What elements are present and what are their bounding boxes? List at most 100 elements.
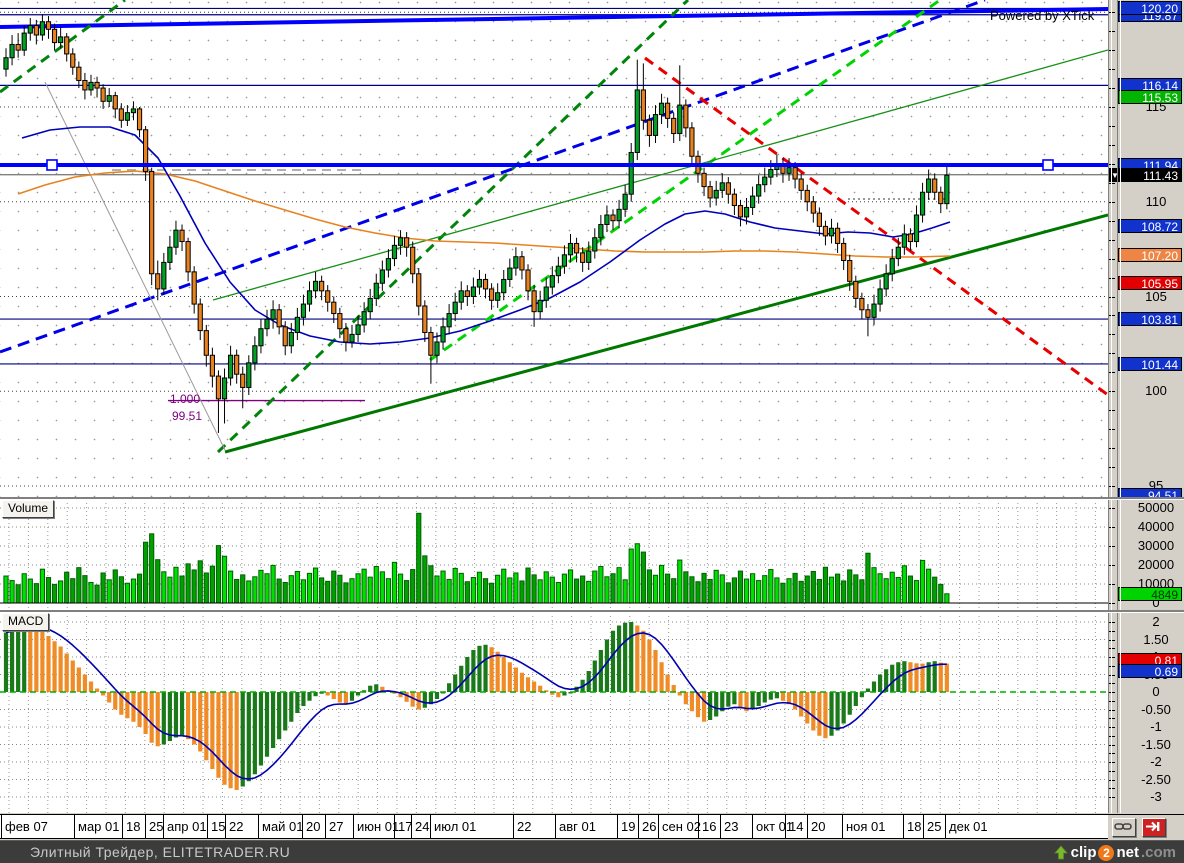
- falling-red-dashed: [644, 56, 1108, 397]
- time-axis-label: 17: [394, 815, 412, 839]
- upper-green-dashed-segment: [0, 0, 126, 94]
- fib-price-label: 99.51: [172, 409, 203, 423]
- price-alert-badge: 94.51: [1118, 488, 1182, 498]
- volume-bars: [0, 499, 1108, 610]
- macd-tick-label: 2: [1152, 614, 1160, 629]
- time-axis-label: 25: [145, 815, 163, 839]
- price-alert-badge: 115.53: [1118, 89, 1182, 105]
- time-axis-label: фев 07: [1, 815, 74, 839]
- panel-divider-2[interactable]: [0, 610, 1184, 613]
- current-price-badge: ▼ 111.43: [1108, 167, 1182, 183]
- volume-indicator-chip[interactable]: Volume: [2, 500, 55, 518]
- time-axis-label: 16: [698, 815, 720, 839]
- time-axis-label: ноя 01: [842, 815, 903, 839]
- volume-panel[interactable]: [0, 499, 1108, 610]
- axis-corner: [1108, 814, 1184, 839]
- time-axis-label: 22: [513, 815, 555, 839]
- clip2net-com: .com: [1140, 844, 1176, 861]
- time-axis-label: 14: [785, 815, 807, 839]
- price-tick-label: 100: [1145, 383, 1167, 399]
- time-axis-label: 25: [923, 815, 945, 839]
- macd-indicator-chip[interactable]: MACD: [2, 613, 50, 631]
- time-axis-label: сен 02: [658, 815, 701, 839]
- time-axis-label: май 01: [258, 815, 304, 839]
- time-axis-label: 23: [720, 815, 752, 839]
- scale-inner-groove: [1117, 0, 1121, 813]
- price-tick-label: 110: [1145, 193, 1167, 209]
- time-axis-label: июн 01: [353, 815, 399, 839]
- powered-by-label: Powered by XTick: [990, 8, 1095, 23]
- price-tick-label: 105: [1145, 288, 1167, 304]
- price-chart-panel[interactable]: Powered by XTick 1.000 99.51: [0, 0, 1108, 497]
- upload-arrow-icon: [1053, 844, 1068, 859]
- price-direction-icon: ▼: [1111, 170, 1119, 180]
- macd-tick-label: -1: [1150, 719, 1162, 734]
- orange-moving-average: [17, 170, 951, 258]
- time-axis-label: мар 01: [74, 815, 122, 839]
- macd-tick-label: -2: [1150, 754, 1162, 769]
- scale-border: [1108, 0, 1112, 813]
- price-alert-badge: 101.44: [1118, 356, 1182, 372]
- time-axis-label: 27: [325, 815, 353, 839]
- time-axis-label: дек 01: [945, 815, 1105, 839]
- clip2net-logo[interactable]: clip 2 net .com: [1053, 842, 1176, 863]
- jump-to-latest-button[interactable]: [1142, 818, 1166, 837]
- status-bar: Элитный Трейдер, ELITETRADER.RU clip 2 n…: [0, 840, 1184, 863]
- macd-tick-label: -1.50: [1141, 736, 1171, 752]
- time-axis-label: 19: [617, 815, 638, 839]
- macd-panel[interactable]: [0, 612, 1108, 813]
- price-alert-badge: 108.72: [1118, 219, 1182, 234]
- macd-tick-label: -2.50: [1141, 771, 1171, 787]
- volume-tick-label: 20000: [1137, 557, 1175, 572]
- macd-tick-label: -3: [1150, 789, 1162, 804]
- macd-tick-label: 0: [1152, 684, 1160, 699]
- price-alert-badge: 103.81: [1118, 312, 1182, 327]
- macd-signal-line: [5, 624, 947, 780]
- clip2net-two: 2: [1098, 844, 1115, 861]
- blue-moving-average: [21, 126, 951, 345]
- line-handle[interactable]: [1042, 159, 1054, 171]
- time-axis-label: 18: [122, 815, 145, 839]
- macd-histogram: [0, 612, 1108, 813]
- lime-green-dashed: [429, 0, 941, 362]
- time-axis-label: 20: [807, 815, 842, 839]
- macd-tick-label: -0.50: [1141, 701, 1171, 717]
- time-axis-label: 26: [638, 815, 658, 839]
- time-axis-label: апр 01: [163, 815, 207, 839]
- time-axis-label: 20: [302, 815, 325, 839]
- volume-tick-label: 40000: [1137, 519, 1175, 534]
- candlestick-chart: [0, 0, 1108, 487]
- clip2net-net: net: [1116, 844, 1139, 861]
- clip2net-clip: clip: [1070, 844, 1097, 861]
- link-chart-button[interactable]: [1112, 818, 1136, 837]
- status-text: Элитный Трейдер, ELITETRADER.RU: [30, 844, 291, 860]
- price-alert-badge: 107.20: [1118, 247, 1182, 263]
- price-alert-badge: 105.95: [1118, 276, 1182, 291]
- volume-tick-label: 0: [1152, 595, 1160, 610]
- time-axis-label: окт 01: [752, 815, 793, 839]
- gray-swing-line: [44, 81, 226, 451]
- time-axis[interactable]: фев 07 мар 01 18 25 апр 01 15 22 май 01 20 27 июн …: [0, 814, 1108, 839]
- macd-tick-label: 1.50: [1143, 631, 1169, 647]
- chain-link-icon: [1114, 823, 1132, 830]
- support-green-thick: [224, 213, 1108, 454]
- time-axis-label: июл 01: [430, 815, 513, 839]
- line-handle[interactable]: [46, 159, 58, 171]
- time-axis-label: авг 01: [555, 815, 617, 839]
- time-axis-label: 22: [225, 815, 258, 839]
- price-alert-badge: 120.20: [1118, 1, 1182, 16]
- volume-tick-label: 30000: [1137, 538, 1175, 553]
- panel-divider-1[interactable]: [0, 497, 1184, 500]
- macd-signal-badge: 0.69: [1118, 663, 1182, 679]
- price-alert-badge: 116.14: [1118, 78, 1182, 93]
- steep-green-dashed: [216, 0, 690, 454]
- time-axis-label: 15: [207, 815, 225, 839]
- current-volume-badge: 4849: [1118, 586, 1182, 602]
- volume-tick-label: 50000: [1137, 500, 1175, 515]
- major-resistance-blue-solid: [0, 7, 1108, 29]
- time-axis-label: 24: [411, 815, 430, 839]
- fib-ratio-label: 1.000: [170, 392, 201, 406]
- channel-green-thin: [212, 49, 1108, 301]
- time-axis-label: 18: [903, 815, 923, 839]
